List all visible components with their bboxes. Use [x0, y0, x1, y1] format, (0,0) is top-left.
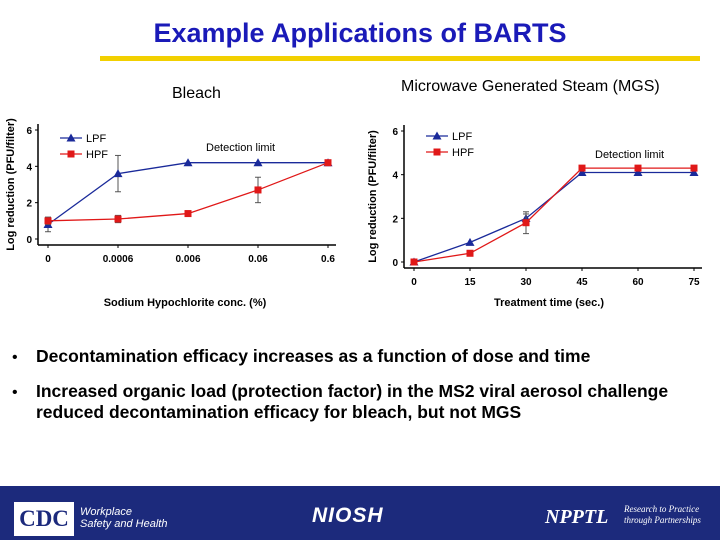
legend-label-LPF: LPF — [452, 131, 472, 143]
legend-marker-LPF — [432, 131, 442, 140]
x-tick-label: 75 — [688, 277, 700, 288]
bullet-list: • Decontamination efficacy increases as … — [10, 346, 710, 437]
x-tick-label: 0.6 — [321, 254, 335, 265]
y-tick-label: 4 — [26, 162, 32, 173]
bleach-chart: 0 2 4 6 0 0.0006 0.006 0.06 0.6 Sodium Hypochlori… — [5, 118, 336, 309]
y-tick-label: 4 — [392, 171, 398, 182]
data-point-HPF — [44, 217, 52, 225]
data-point-LPF — [689, 167, 699, 176]
x-axis-title: Treatment time (sec.) — [494, 297, 604, 309]
data-point-LPF — [253, 158, 263, 167]
legend-label-HPF: HPF — [86, 149, 108, 161]
x-tick-label: 15 — [464, 277, 476, 288]
data-point-HPF — [254, 186, 262, 194]
footer-bar: CDC Workplace Safety and Health NIOSH NPP… — [0, 486, 720, 540]
y-tick-label: 2 — [392, 214, 398, 225]
y-tick-label: 0 — [392, 258, 398, 269]
data-point-LPF — [183, 158, 193, 167]
data-point-HPF — [578, 164, 586, 172]
bullet-text: Increased organic load (protection facto… — [36, 381, 669, 422]
bullet-item: • Decontamination efficacy increases as … — [10, 346, 710, 367]
data-point-HPF — [324, 159, 332, 167]
x-tick-label: 0.006 — [175, 254, 200, 265]
data-point-LPF — [113, 169, 123, 178]
data-point-HPF — [114, 215, 122, 223]
bullet-symbol: • — [12, 384, 18, 401]
data-point-HPF — [690, 164, 698, 172]
series-line-HPF — [413, 167, 694, 263]
legend-label-LPF: LPF — [86, 133, 106, 145]
y-tick-label: 6 — [392, 127, 398, 138]
data-point-HPF — [522, 219, 530, 227]
npptl-logo: NPPTL — [545, 506, 609, 528]
x-tick-label: 0 — [45, 254, 51, 265]
y-axis-title: Log reduction (PFU/filter) — [367, 130, 379, 263]
legend-label-HPF: HPF — [452, 147, 474, 159]
data-point-HPF — [410, 258, 418, 266]
y-tick-label: 6 — [26, 126, 32, 137]
bullet-item: • Increased organic load (protection fac… — [10, 381, 710, 423]
npptl-tagline: Research to Practice through Partnerships — [624, 504, 701, 525]
slide-title: Example Applications of BARTS — [153, 18, 567, 48]
bleach-caption: Bleach — [172, 85, 221, 102]
data-point-LPF — [465, 237, 475, 246]
niosh-logo: NIOSH — [312, 504, 384, 527]
x-tick-label: 45 — [576, 277, 588, 288]
title-underline — [100, 56, 700, 61]
data-point-HPF — [634, 164, 642, 172]
mgs-caption: Microwave Generated Steam (MGS) — [401, 78, 660, 95]
legend-marker-HPF — [433, 148, 441, 156]
x-tick-label: 0 — [411, 277, 417, 288]
data-point-LPF — [577, 167, 587, 176]
bullet-text: Decontamination efficacy increases as a … — [36, 346, 591, 366]
detection-limit-label: Detection limit — [595, 149, 664, 161]
cdc-tagline: Workplace Safety and Health — [80, 506, 168, 530]
y-tick-label: 2 — [26, 199, 32, 210]
cdc-logo: CDC — [14, 502, 74, 536]
x-tick-label: 0.0006 — [103, 254, 134, 265]
data-point-LPF — [633, 167, 643, 176]
detection-limit-label: Detection limit — [206, 142, 275, 154]
y-tick-label: 0 — [26, 235, 32, 246]
x-tick-label: 60 — [632, 277, 644, 288]
series-line-LPF — [413, 171, 694, 263]
data-point-HPF — [184, 210, 192, 218]
y-axis-title: Log reduction (PFU/filter) — [5, 118, 17, 251]
bullet-symbol: • — [12, 349, 18, 366]
x-tick-label: 0.06 — [248, 254, 268, 265]
x-axis-title: Sodium Hypochlorite conc. (%) — [104, 297, 267, 309]
legend-marker-LPF — [66, 133, 76, 142]
x-tick-label: 30 — [520, 277, 532, 288]
data-point-HPF — [466, 249, 474, 257]
legend-marker-HPF — [67, 150, 75, 158]
